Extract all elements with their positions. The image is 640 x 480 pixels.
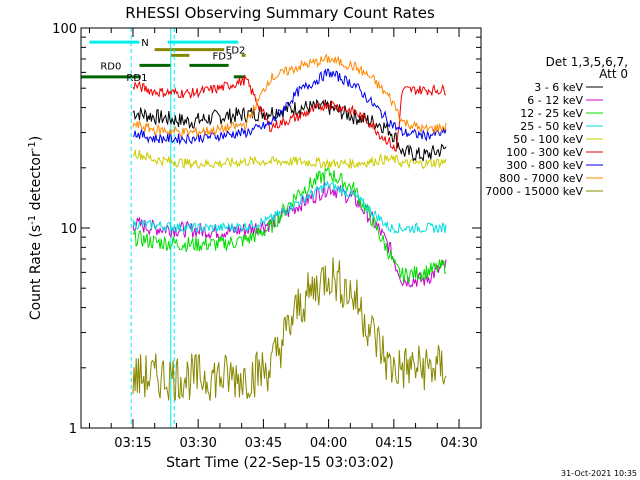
legend-header-line-2: Att 0 [599, 67, 628, 81]
y-tick-label-0: 1 [69, 422, 77, 437]
x-tick-label-1: 03:30 [179, 436, 216, 451]
legend-label-7: 800 - 7000 keV [499, 172, 583, 185]
series-layer [132, 53, 447, 401]
y-axis-label-superscript: -1 [27, 215, 38, 225]
x-tick-label-5: 04:30 [440, 436, 477, 451]
flag-label-n: N [141, 38, 148, 49]
series-line-8 [132, 257, 447, 401]
series-line-5 [132, 74, 447, 153]
series-line-4 [132, 149, 447, 170]
series-line-7 [132, 53, 447, 139]
y-axis-label: Count Rate (s-1 detector-1) [27, 136, 44, 320]
series-line-6 [133, 68, 447, 146]
y-axis-label-main: Count Rate (s [28, 225, 44, 320]
series-line-3 [132, 181, 447, 235]
y-axis-label-end: ) [28, 136, 44, 141]
chart-title: RHESSI Observing Summary Count Rates [125, 4, 435, 22]
y-tick-label-1: 10 [60, 222, 77, 237]
x-tick-label-3: 04:00 [310, 436, 347, 451]
legend-label-0: 3 - 6 keV [534, 81, 583, 94]
footer-date: 31-Oct-2021 10:35 [561, 469, 637, 478]
flag-label-fd2: FD2 [226, 46, 246, 57]
x-axis-label: Start Time (22-Sep-15 03:03:02) [166, 455, 394, 471]
legend-header-line-1: Det 1,3,5,6,7, [546, 55, 628, 69]
y-axis-label-tail: detector [28, 151, 44, 215]
x-tick-label-2: 03:45 [245, 436, 282, 451]
legend-label-1: 6 - 12 keV [527, 94, 583, 107]
x-tick-label-0: 03:15 [114, 436, 151, 451]
x-tick-label-4: 04:15 [375, 436, 412, 451]
legend-label-3: 25 - 50 keV [520, 120, 583, 133]
y-axis-label-superscript-2: -1 [27, 141, 38, 151]
y-tick-label-2: 100 [52, 22, 77, 37]
flag-label-rd0: RD0 [100, 61, 121, 72]
legend-label-5: 100 - 300 keV [506, 146, 583, 159]
legend-label-6: 300 - 800 keV [506, 159, 583, 172]
legend-label-8: 7000 - 15000 keV [485, 185, 583, 198]
axis-layer: 1 10 100 03:15 03:30 03:45 04:00 04:15 04:30 [52, 22, 481, 451]
series-line-2 [132, 165, 447, 284]
flag-label-rd1: RD1 [126, 73, 147, 84]
legend-label-2: 12 - 25 keV [520, 107, 583, 120]
flag-label-fd3: FD3 [213, 51, 233, 62]
legend-label-4: 50 - 100 keV [513, 133, 583, 146]
